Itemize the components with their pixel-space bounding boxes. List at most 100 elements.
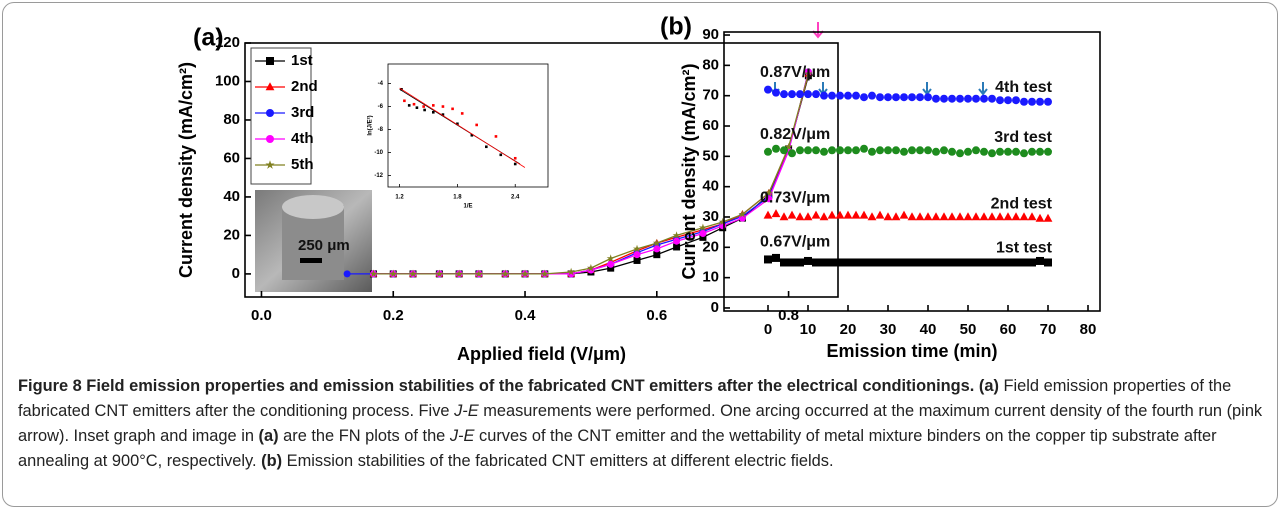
marker (699, 233, 707, 241)
marker (513, 156, 517, 160)
marker (780, 90, 788, 99)
marker (403, 99, 406, 103)
y-tick-label: 0 (711, 299, 719, 316)
marker (804, 256, 812, 265)
marker (900, 93, 908, 102)
marker (764, 147, 772, 156)
marker (1011, 212, 1021, 221)
marker (494, 135, 498, 138)
caption-part: Emission stabilities of the fabricated C… (282, 452, 834, 470)
marker (908, 258, 916, 267)
marker (980, 258, 988, 267)
marker (369, 269, 378, 278)
x-axis-title: Emission time (min) (826, 341, 997, 361)
caption-part: J-E (449, 427, 475, 445)
marker (924, 258, 932, 267)
marker (956, 94, 964, 103)
marker (860, 93, 868, 102)
marker (422, 105, 425, 108)
marker (868, 91, 876, 100)
marker (940, 94, 948, 103)
marker (836, 91, 844, 100)
marker (940, 258, 948, 267)
field-annotation: 0.82V/μm (760, 126, 830, 143)
x-tick-label: 0.8 (778, 307, 799, 324)
field-annotation: 0.87V/μm (760, 64, 830, 81)
x-tick-label: 40 (920, 321, 937, 338)
y-tick-label: 50 (702, 147, 719, 164)
y-tick-label: 80 (702, 56, 719, 73)
marker (868, 258, 876, 267)
marker (586, 263, 595, 272)
marker (432, 110, 435, 114)
x-tick-label: 60 (1000, 321, 1017, 338)
marker (795, 212, 805, 221)
marker (979, 212, 989, 221)
caption-part: are the FN plots of the (278, 427, 450, 445)
marker (1012, 147, 1020, 156)
marker (819, 212, 829, 221)
marker (771, 209, 781, 218)
marker (633, 256, 641, 264)
marker (852, 91, 860, 100)
marker (607, 264, 615, 272)
marker (698, 223, 707, 232)
x-tick-label: 0.6 (646, 307, 667, 324)
plot-frame (723, 31, 1101, 312)
marker (851, 210, 861, 219)
marker (971, 212, 981, 221)
plot-frame (387, 63, 549, 188)
series-label: 2nd test (991, 196, 1053, 213)
marker (441, 113, 445, 116)
marker (673, 243, 681, 251)
y-tick-label: -6 (378, 104, 384, 110)
marker (699, 230, 707, 237)
inset-photo (255, 190, 372, 292)
marker (860, 144, 868, 153)
marker (820, 258, 828, 267)
x-tick-label: 1.8 (453, 195, 462, 201)
marker (1020, 149, 1028, 158)
marker (652, 238, 661, 247)
marker (852, 258, 860, 267)
marker (899, 210, 909, 219)
plot-frame (244, 42, 839, 298)
marker (884, 93, 892, 102)
legend-marker (266, 135, 274, 143)
marker (932, 94, 940, 103)
marker (924, 146, 932, 155)
legend-marker (265, 160, 275, 169)
marker (972, 258, 980, 267)
marker (796, 146, 804, 155)
marker (1003, 212, 1013, 221)
marker (947, 212, 957, 221)
marker (1020, 97, 1028, 106)
marker (939, 212, 949, 221)
y-tick-label: 60 (702, 117, 719, 134)
marker (900, 147, 908, 156)
marker (633, 244, 641, 253)
arcing-arrow (812, 22, 824, 39)
x-tick-label: 70 (1040, 321, 1057, 338)
marker (948, 94, 956, 103)
marker (1004, 258, 1012, 267)
marker (1012, 258, 1020, 267)
marker (923, 212, 933, 221)
y-tick-label: 20 (223, 226, 240, 243)
caption-part: J-E (454, 402, 479, 420)
marker (907, 212, 917, 221)
x-tick-label: 2.4 (511, 195, 520, 201)
marker (653, 251, 661, 259)
marker (1028, 258, 1036, 267)
marker (892, 93, 900, 102)
panel-label: (b) (660, 13, 692, 41)
marker (1004, 96, 1012, 105)
legend: 1st 2nd 3rd 4th 5th (250, 47, 318, 185)
marker (868, 147, 876, 156)
y-tick-label: 70 (702, 87, 719, 104)
legend-label: 1st (291, 52, 313, 69)
marker (1020, 258, 1028, 267)
marker (915, 212, 925, 221)
marker (916, 146, 924, 155)
marker (996, 147, 1004, 156)
